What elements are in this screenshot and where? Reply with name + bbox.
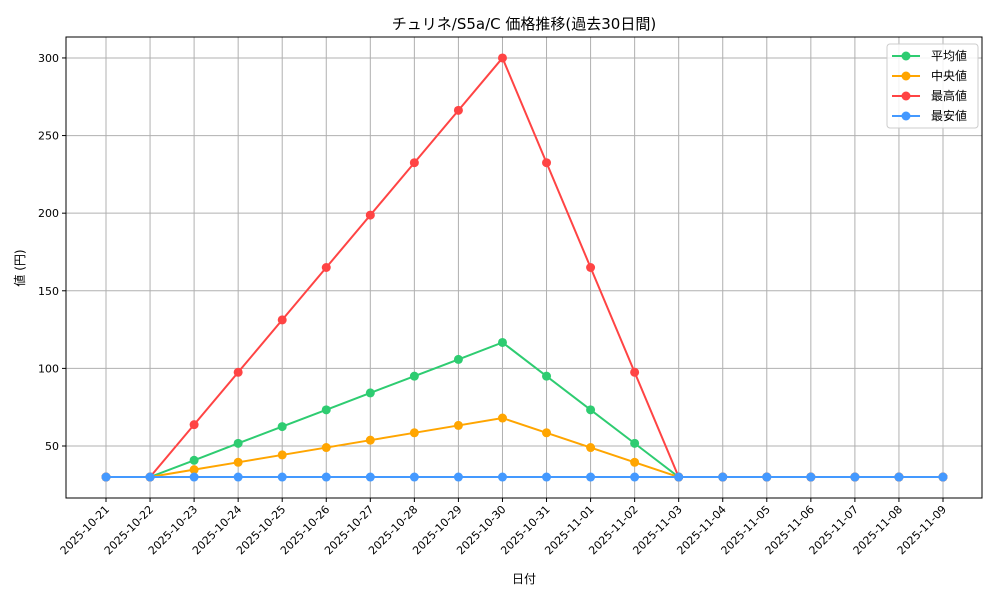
plot-frame [65,36,983,499]
grid [66,37,982,498]
data-point [189,465,199,475]
data-point [630,367,640,377]
data-point [277,472,287,482]
data-point [850,472,860,482]
series-line [106,341,943,479]
legend-marker [901,51,911,61]
series-line [106,417,943,479]
data-point [277,422,287,432]
y-tick-label: 100 [38,362,59,375]
data-point [453,354,463,364]
data-point [542,428,552,438]
data-point [497,337,507,347]
data-point [542,371,552,381]
data-point [453,420,463,430]
series-line [106,56,943,479]
series-4 [101,472,948,482]
legend-box [886,43,979,129]
data-point [233,438,243,448]
data-point [806,472,816,482]
data-point [630,457,640,467]
y-tick-label: 250 [38,130,59,143]
data-point [277,450,287,460]
data-point [497,413,507,423]
data-point [145,472,155,482]
legend-marker [901,91,911,101]
data-point [189,472,199,482]
data-point [762,472,772,482]
data-point [233,457,243,467]
data-point [453,105,463,115]
y-tick-label: 300 [38,52,59,65]
data-point [718,472,728,482]
data-point [409,472,419,482]
legend-marker [901,111,911,121]
data-point [101,472,111,482]
data-point [542,472,552,482]
series-1 [101,337,948,482]
data-point [365,388,375,398]
legend-label: 中央値 [931,68,967,83]
data-point [189,420,199,430]
data-point [497,472,507,482]
data-point [365,472,375,482]
x-axis-label: 日付 [512,572,536,586]
data-point [938,472,948,482]
data-point [586,472,596,482]
data-point [189,455,199,465]
series-3 [101,53,948,482]
data-point [409,158,419,168]
data-point [674,472,684,482]
legend-label: 平均値 [931,48,967,63]
data-point [321,443,331,453]
data-point [453,472,463,482]
data-point [542,158,552,168]
y-axis: 50 100 150 200 250 300 [38,52,66,453]
data-point [409,371,419,381]
legend-label: 最高値 [931,88,967,103]
data-point [365,210,375,220]
data-point [586,405,596,415]
data-point [497,53,507,63]
data-point [321,405,331,415]
data-point [233,472,243,482]
data-point [321,472,331,482]
series-group [101,53,948,482]
data-point [630,438,640,448]
x-axis: 2025-10-212025-10-222025-10-232025-10-24… [58,498,949,557]
data-point [233,367,243,377]
data-point [586,443,596,453]
y-tick-label: 150 [38,285,59,298]
chart-title: チュリネ/S5a/C 価格推移(過去30日間) [392,15,656,33]
legend-label: 最安値 [931,108,967,123]
y-tick-label: 200 [38,207,59,220]
y-axis-label: 値 (円) [12,249,27,286]
data-point [321,263,331,272]
data-point [630,472,640,482]
y-tick-label: 50 [45,440,59,453]
data-point [277,315,287,325]
data-point [894,472,904,482]
data-point [365,435,375,445]
data-point [409,428,419,438]
legend-marker [901,71,911,81]
data-point [586,263,596,272]
